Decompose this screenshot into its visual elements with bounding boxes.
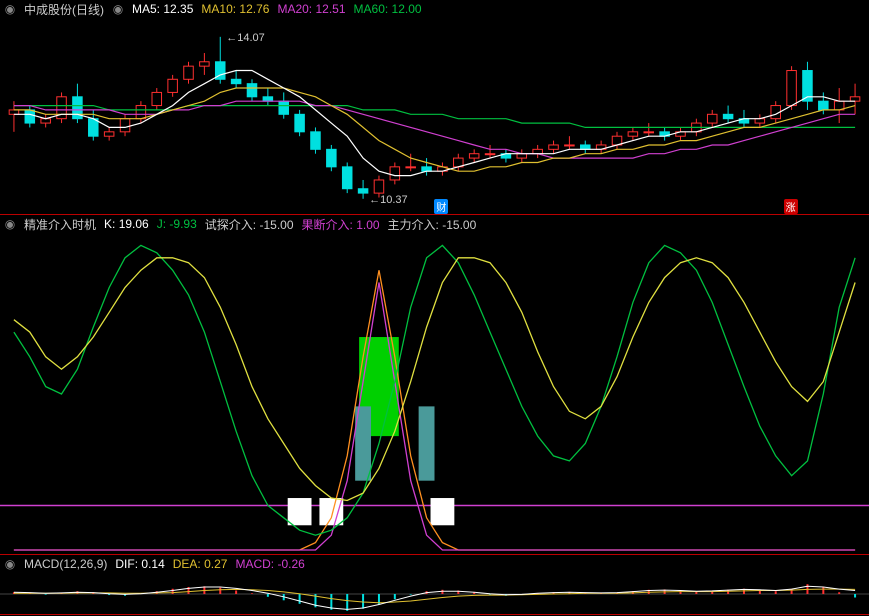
k-label: K: 19.06 — [104, 217, 149, 231]
price-header: ◉ 中成股份(日线) ◉ MA5: 12.35 MA10: 12.76 MA20… — [0, 0, 869, 18]
ma20-label: MA20: 12.51 — [277, 2, 345, 16]
indicator-header: ◉ 精准介入时机 K: 19.06 J: -9.93 试探介入: -15.00 … — [0, 215, 869, 233]
stock-title: 中成股份(日线) — [24, 1, 104, 18]
st-label: 试探介入: -15.00 — [205, 216, 294, 233]
zl-label: 主力介入: -15.00 — [388, 216, 477, 233]
indicator-title: 精准介入时机 — [24, 216, 96, 233]
price-panel: ◉ 中成股份(日线) ◉ MA5: 12.35 MA10: 12.76 MA20… — [0, 0, 869, 215]
gear-icon[interactable]: ◉ — [112, 3, 124, 15]
dif-label: DIF: 0.14 — [115, 557, 164, 571]
gd-label: 果断介入: 1.00 — [302, 216, 380, 233]
ma60-label: MA60: 12.00 — [354, 2, 422, 16]
svg-text:←10.37: ←10.37 — [369, 194, 408, 206]
indicator-panel: ◉ 精准介入时机 K: 19.06 J: -9.93 试探介入: -15.00 … — [0, 215, 869, 555]
macd-chart[interactable] — [0, 573, 869, 615]
macd-header: ◉ MACD(12,26,9) DIF: 0.14 DEA: 0.27 MACD… — [0, 555, 869, 573]
macd-title: MACD(12,26,9) — [24, 557, 107, 571]
dea-label: DEA: 0.27 — [173, 557, 228, 571]
gear-icon[interactable]: ◉ — [4, 3, 16, 15]
gear-icon[interactable]: ◉ — [4, 558, 16, 570]
macd-val-label: MACD: -0.26 — [235, 557, 304, 571]
ma5-label: MA5: 12.35 — [132, 2, 193, 16]
macd-panel: ◉ MACD(12,26,9) DIF: 0.14 DEA: 0.27 MACD… — [0, 555, 869, 615]
j-label: J: -9.93 — [157, 217, 197, 231]
indicator-chart[interactable] — [0, 233, 869, 555]
ma10-label: MA10: 12.76 — [201, 2, 269, 16]
gear-icon[interactable]: ◉ — [4, 218, 16, 230]
svg-text:←14.07: ←14.07 — [226, 32, 265, 44]
price-chart[interactable]: ←14.07 ←10.37 — [0, 18, 869, 215]
